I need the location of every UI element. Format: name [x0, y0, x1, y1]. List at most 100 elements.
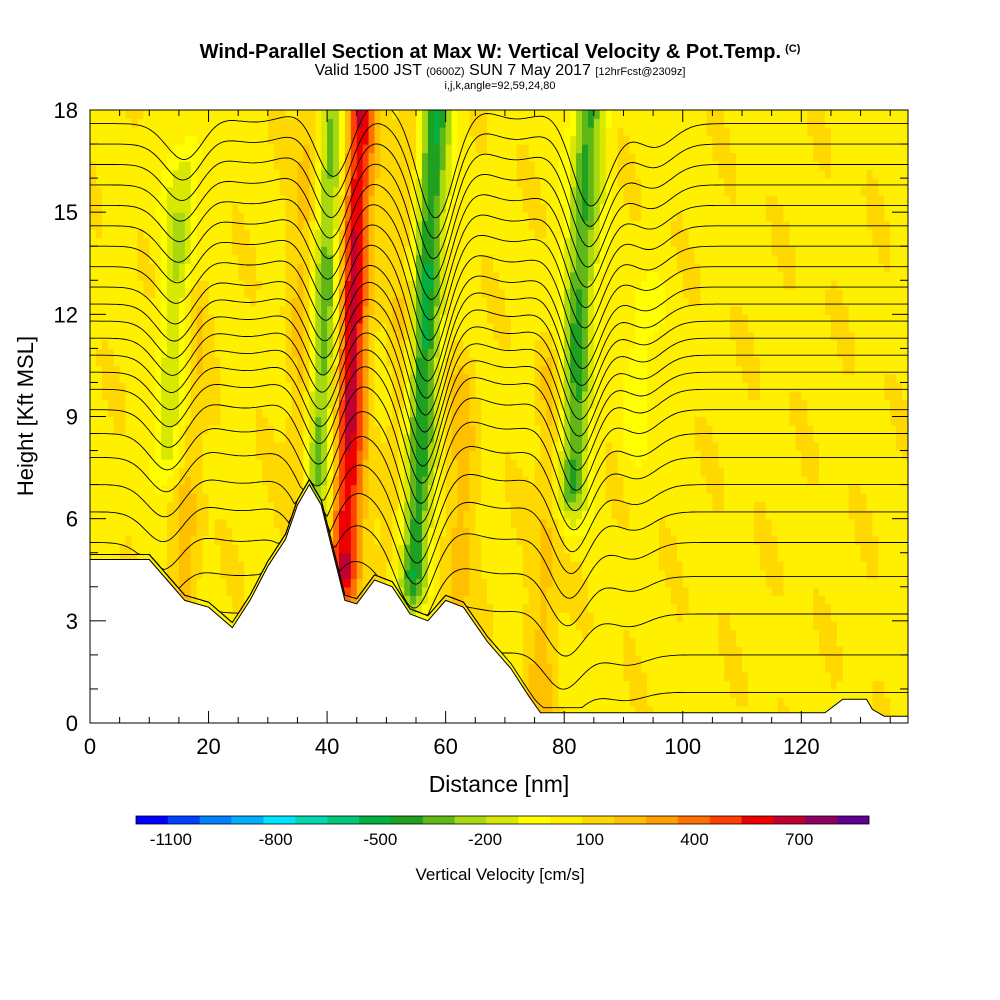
velocity-cell [356, 390, 364, 401]
velocity-cell [291, 288, 299, 298]
velocity-cell [90, 186, 97, 196]
velocity-cell [95, 331, 103, 341]
velocity-cell [309, 127, 316, 137]
velocity-cell [350, 212, 358, 222]
velocity-cell [333, 220, 340, 230]
velocity-cell [362, 212, 370, 222]
velocity-cell [398, 127, 405, 137]
velocity-cell [273, 382, 281, 392]
velocity-cell [90, 348, 97, 358]
velocity-cell [208, 399, 216, 409]
velocity-cell [398, 373, 405, 384]
velocity-cell [113, 254, 121, 264]
velocity-cell [481, 280, 488, 290]
velocity-cell [333, 271, 340, 281]
velocity-cell [445, 263, 453, 273]
velocity-cell [238, 127, 245, 137]
velocity-cell [190, 135, 198, 145]
velocity-cell [279, 331, 287, 341]
velocity-cell [338, 382, 346, 392]
velocity-cell [427, 203, 435, 213]
velocity-cell [196, 586, 204, 596]
velocity-cell [410, 195, 417, 205]
velocity-cell [119, 416, 127, 426]
velocity-cell [220, 271, 227, 281]
velocity-cell [451, 442, 459, 452]
velocity-cell [475, 305, 482, 315]
velocity-cell [131, 144, 139, 154]
velocity-cell [433, 569, 441, 579]
velocity-cell [338, 476, 346, 486]
velocity-cell [398, 518, 405, 528]
velocity-cell [427, 271, 435, 281]
velocity-cell [386, 237, 393, 247]
velocity-cell [421, 467, 429, 477]
velocity-cell [421, 595, 429, 605]
velocity-cell [344, 399, 352, 409]
velocity-cell [427, 339, 435, 349]
velocity-cell [380, 246, 387, 256]
velocity-cell [374, 467, 382, 477]
velocity-cell [101, 348, 109, 358]
velocity-cell [261, 442, 269, 452]
velocity-cell [196, 186, 204, 196]
velocity-cell [101, 518, 109, 528]
velocity-cell [421, 518, 429, 528]
velocity-cell [190, 527, 198, 537]
velocity-cell [202, 229, 210, 239]
velocity-cell [244, 237, 251, 247]
velocity-cell [451, 552, 459, 562]
velocity-cell [226, 501, 233, 511]
velocity-cell [333, 476, 340, 486]
velocity-cell [161, 280, 168, 290]
velocity-cell [362, 169, 370, 179]
velocity-cell [457, 220, 465, 230]
velocity-cell [344, 365, 352, 375]
velocity-cell [350, 586, 358, 596]
velocity-cell [493, 646, 500, 656]
velocity-cell [214, 578, 222, 588]
velocity-cell [427, 127, 435, 137]
velocity-cell [374, 152, 382, 162]
velocity-cell [350, 510, 358, 520]
velocity-cell [184, 493, 192, 503]
velocity-cell [297, 442, 304, 452]
velocity-cell [167, 450, 174, 460]
velocity-cell [172, 544, 180, 554]
velocity-cell [113, 297, 121, 307]
velocity-cell [362, 552, 370, 562]
velocity-cell [167, 280, 174, 290]
velocity-cell [303, 407, 310, 418]
velocity-cell [309, 212, 316, 222]
velocity-cell [297, 356, 304, 367]
velocity-cell [469, 280, 476, 290]
velocity-cell [398, 263, 405, 273]
velocity-cell [433, 237, 441, 247]
velocity-cell [279, 186, 287, 196]
velocity-cell [487, 612, 494, 622]
velocity-cell [315, 203, 322, 213]
velocity-cell [202, 595, 210, 605]
velocity-cell [250, 518, 257, 528]
velocity-cell [90, 450, 97, 460]
velocity-cell [113, 339, 121, 349]
velocity-cell [178, 280, 186, 290]
velocity-cell [404, 467, 411, 477]
velocity-cell [380, 331, 387, 341]
velocity-cell [161, 459, 168, 469]
velocity-cell [208, 595, 216, 605]
velocity-cell [226, 271, 233, 281]
velocity-cell [172, 237, 180, 247]
velocity-cell [356, 280, 364, 290]
velocity-cell [451, 399, 459, 409]
velocity-cell [113, 237, 121, 247]
velocity-cell [439, 459, 447, 469]
velocity-cell [421, 501, 429, 511]
velocity-cell [315, 237, 322, 247]
velocity-cell [155, 237, 162, 247]
velocity-cell [404, 229, 411, 239]
velocity-cell [368, 552, 376, 562]
velocity-cell [202, 382, 210, 392]
velocity-cell [255, 254, 263, 264]
